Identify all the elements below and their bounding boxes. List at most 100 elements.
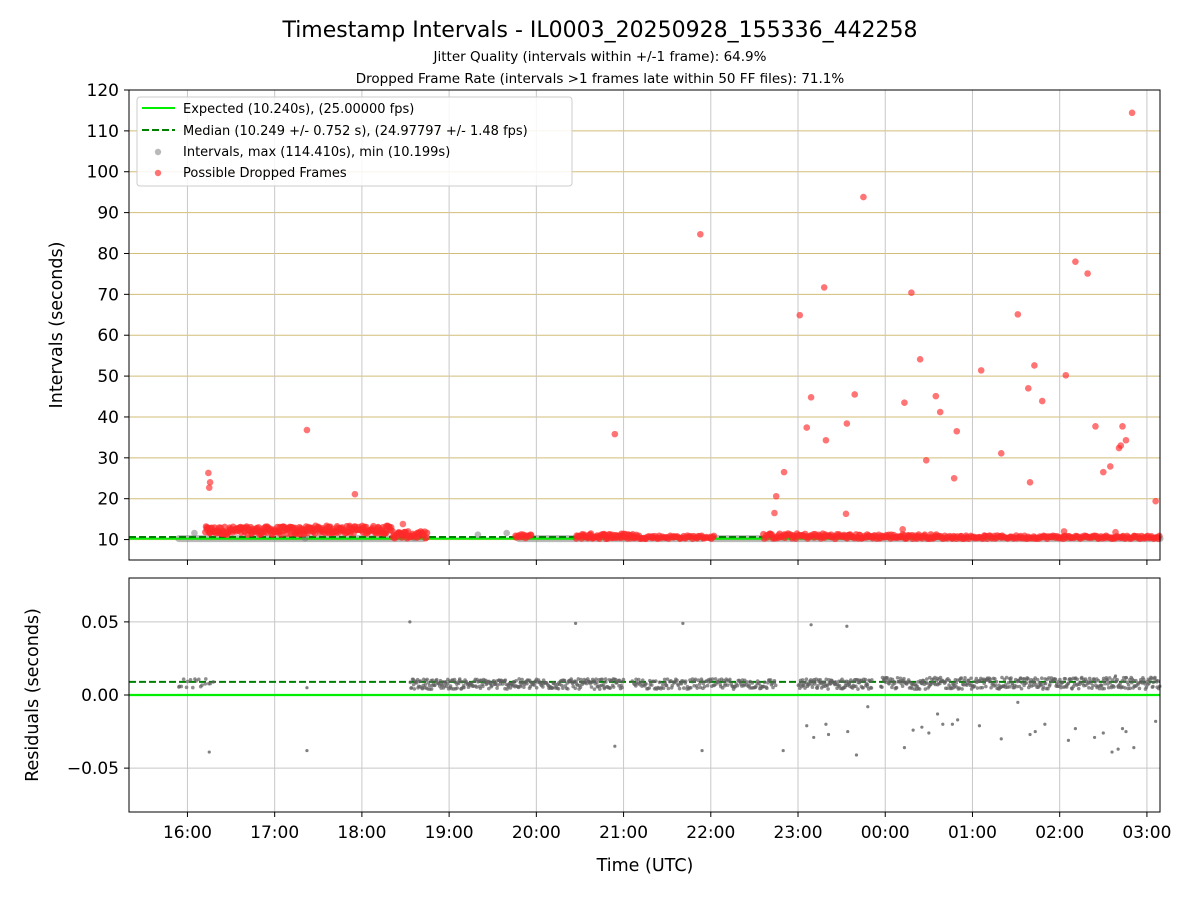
residual-point xyxy=(1019,686,1024,691)
residual-point xyxy=(522,685,526,690)
residual-point xyxy=(478,686,483,691)
residual-point xyxy=(1063,676,1068,681)
dropped-frame-point xyxy=(807,394,815,401)
residual-point xyxy=(423,682,428,687)
residual-point xyxy=(1014,684,1019,689)
residual-point xyxy=(481,684,485,689)
residual-point xyxy=(1105,678,1110,683)
residual-point xyxy=(826,732,831,737)
residuals-y-tick-label: 0.00 xyxy=(81,686,119,706)
residual-point xyxy=(1096,678,1101,683)
legend-dropped-label: Possible Dropped Frames xyxy=(183,166,347,181)
residual-point xyxy=(747,683,752,687)
residual-point xyxy=(870,678,874,682)
residual-point xyxy=(657,680,662,685)
intervals-legend: Expected (10.240s), (25.00000 fps) Media… xyxy=(136,96,573,187)
residual-point xyxy=(725,683,730,687)
residual-point xyxy=(661,686,666,690)
residual-point xyxy=(1132,746,1136,750)
intervals-grid xyxy=(129,89,1160,560)
dropped-frame-point xyxy=(908,289,915,297)
residual-point xyxy=(1043,681,1048,686)
dropped-frame-point xyxy=(1119,423,1126,430)
residual-point xyxy=(910,686,914,691)
residual-point xyxy=(1156,679,1160,683)
dropped-frame-point xyxy=(780,468,788,476)
residual-point xyxy=(181,677,186,681)
figure-title: Timestamp Intervals - IL0003_20250928_15… xyxy=(281,18,917,43)
dropped-frame-markers xyxy=(202,109,1163,543)
residual-point xyxy=(1091,683,1095,688)
residual-point xyxy=(1118,681,1122,686)
residual-point xyxy=(969,676,973,681)
residual-point xyxy=(824,722,828,726)
residual-point xyxy=(621,677,626,682)
intervals-y-tick-label: 70 xyxy=(97,285,119,305)
residual-point xyxy=(634,677,638,682)
dropped-frame-point xyxy=(1062,371,1070,379)
residual-point xyxy=(902,676,906,681)
intervals-x-ticks xyxy=(186,560,1148,565)
dropped-frame-point xyxy=(851,391,859,398)
residual-point xyxy=(630,679,635,683)
dropped-frame-point xyxy=(611,430,619,438)
residual-point xyxy=(692,683,697,688)
residual-point xyxy=(1087,685,1091,690)
residual-point xyxy=(1089,681,1093,685)
residual-point xyxy=(917,687,922,691)
dropped-frame-point xyxy=(527,531,535,539)
residual-point xyxy=(988,677,993,681)
intervals-y-tick-label: 100 xyxy=(87,163,119,183)
residual-point xyxy=(1093,680,1097,684)
residual-point xyxy=(457,677,462,681)
dropped-frame-point xyxy=(205,484,213,491)
residual-point xyxy=(305,748,309,753)
residual-point xyxy=(1099,683,1104,688)
dropped-frame-point xyxy=(1024,385,1032,392)
residual-point xyxy=(679,681,684,686)
residual-point xyxy=(517,677,521,681)
residual-point xyxy=(456,681,461,686)
residual-point xyxy=(999,737,1003,741)
residual-point xyxy=(1116,747,1120,751)
residual-point xyxy=(425,677,429,682)
dropped-frame-point xyxy=(1038,397,1046,405)
residual-point xyxy=(993,677,997,681)
residual-point xyxy=(697,682,702,686)
residual-point xyxy=(941,722,945,726)
residual-point xyxy=(1031,683,1036,688)
residual-point xyxy=(1078,680,1082,685)
residual-point xyxy=(503,678,508,683)
residual-point xyxy=(1101,676,1106,681)
residual-point xyxy=(1092,677,1096,681)
residual-point xyxy=(1075,677,1080,682)
residual-point xyxy=(1113,674,1118,678)
residual-point xyxy=(925,681,929,685)
residual-point xyxy=(911,728,915,732)
residual-point xyxy=(768,678,773,682)
residual-point xyxy=(920,725,924,729)
intervals-y-tick-label: 10 xyxy=(97,531,119,551)
residual-point xyxy=(681,679,685,683)
residual-point xyxy=(664,683,669,688)
dropped-frame-point xyxy=(1031,362,1038,369)
legend-median-label: Median (10.249 +/- 0.752 s), (24.97797 +… xyxy=(183,124,528,139)
residual-point xyxy=(947,678,952,683)
residual-point xyxy=(1092,735,1097,740)
residual-point xyxy=(412,687,417,691)
residual-point xyxy=(190,685,195,690)
dropped-frame-point xyxy=(901,399,908,406)
residual-point xyxy=(662,677,667,682)
residual-point xyxy=(681,621,685,625)
dropped-frame-point xyxy=(796,311,804,319)
residual-point xyxy=(963,675,967,680)
residual-point xyxy=(846,729,850,734)
residual-point xyxy=(982,681,986,686)
residual-point xyxy=(956,718,960,722)
residual-point xyxy=(861,685,865,690)
residual-point xyxy=(1126,683,1131,687)
residual-point xyxy=(589,685,594,689)
dropped-frame-point xyxy=(1122,436,1130,444)
dropped-frame-point xyxy=(936,408,944,416)
legend-expected-label: Expected (10.240s), (25.00000 fps) xyxy=(183,102,414,117)
